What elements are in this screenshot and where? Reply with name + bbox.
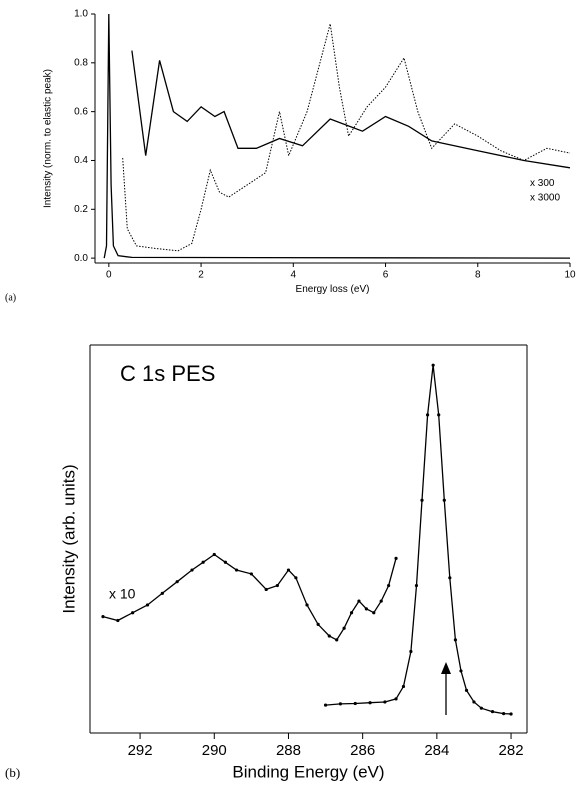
- data-point: [431, 363, 435, 367]
- data-point: [131, 611, 135, 615]
- data-point: [286, 568, 291, 572]
- series-label: x 300: [530, 178, 555, 189]
- data-point: [409, 649, 413, 654]
- x-tick-label: 2: [198, 270, 204, 281]
- data-point: [234, 568, 239, 572]
- data-point: [509, 712, 513, 716]
- data-point: [212, 552, 216, 557]
- data-point: [387, 583, 391, 588]
- x-tick-label: 286: [350, 742, 375, 759]
- y-tick-label: 0.2: [74, 204, 88, 215]
- data-point: [364, 607, 368, 611]
- arrow-head: [441, 662, 451, 674]
- data-point: [442, 498, 446, 502]
- panel-label: (b): [5, 765, 20, 780]
- x-tick-label: 282: [499, 742, 524, 759]
- data-line: [325, 365, 512, 715]
- y-tick-label: 0.4: [74, 155, 88, 166]
- data-point: [368, 701, 372, 705]
- chart-title: C 1s PES: [120, 361, 215, 386]
- data-point: [327, 634, 331, 638]
- data-point: [425, 413, 430, 417]
- data-point: [294, 576, 298, 580]
- data-point: [323, 703, 328, 707]
- panel-b: 292 290 288 286 284 282 Binding Energy (eV) Int…: [5, 344, 528, 782]
- x-tick-label: 292: [128, 742, 153, 759]
- y-tick-label: 0.8: [74, 57, 88, 68]
- y-axis-label: Intensity (norm. to elastic peak): [43, 69, 54, 208]
- data-line: [122, 23, 571, 252]
- data-point: [116, 618, 120, 623]
- data-point: [448, 576, 452, 580]
- x-tick-label: 6: [383, 270, 389, 281]
- data-point: [490, 710, 495, 714]
- data-point: [305, 603, 309, 607]
- data-point: [342, 626, 346, 630]
- data-point: [190, 568, 194, 572]
- y-tick-label: 0.6: [74, 106, 88, 117]
- data-point: [459, 669, 463, 673]
- x-tick-label: 284: [424, 742, 449, 759]
- x-tick-label: 290: [202, 742, 227, 759]
- data-point: [223, 560, 228, 564]
- data-point: [175, 580, 179, 584]
- data-line: [131, 50, 571, 169]
- data-point: [372, 611, 376, 615]
- x-tick-label: 10: [564, 270, 576, 281]
- data-point: [453, 638, 458, 642]
- data-point: [464, 688, 469, 692]
- data-point: [338, 702, 343, 706]
- data-point: [145, 603, 150, 607]
- data-point: [502, 712, 506, 716]
- data-point: [357, 599, 361, 603]
- x-axis-label: Energy loss (eV): [296, 284, 370, 295]
- data-point: [335, 638, 339, 642]
- x-tick-label: 8: [475, 270, 481, 281]
- data-point: [101, 615, 105, 619]
- x-tick-label: 288: [276, 742, 301, 759]
- data-line: [103, 13, 571, 259]
- series-label: x 10: [109, 585, 136, 601]
- data-point: [394, 697, 398, 701]
- data-point: [349, 611, 354, 615]
- series-label: x 3000: [530, 192, 560, 203]
- data-point: [479, 706, 483, 710]
- data-point: [353, 701, 357, 706]
- y-axis-label: Intensity (arb. units): [59, 464, 78, 613]
- data-point: [420, 498, 424, 502]
- data-point: [316, 622, 320, 626]
- data-point: [394, 556, 398, 561]
- data-point: [401, 684, 406, 689]
- data-point: [264, 587, 268, 592]
- x-tick-label: 0: [106, 270, 112, 281]
- data-point: [275, 583, 279, 588]
- data-point: [437, 413, 441, 417]
- panel-label: (a): [5, 292, 16, 303]
- data-point: [249, 572, 253, 576]
- data-point: [472, 700, 476, 704]
- x-tick-label: 4: [291, 270, 297, 281]
- data-point: [383, 700, 387, 704]
- data-point: [414, 583, 419, 588]
- data-line: [102, 553, 397, 641]
- data-point: [160, 591, 164, 595]
- panel-a: 0 2 4 6 8 10 0.0 0.2 0.4 0.6 0.8 1.0 Energy loss (eV…: [5, 9, 576, 304]
- y-tick-label: 0.0: [74, 253, 88, 264]
- data-point: [201, 560, 205, 564]
- y-tick-label: 1.0: [74, 9, 88, 20]
- x-axis-label: Binding Energy (eV): [232, 763, 384, 782]
- data-point: [379, 599, 383, 603]
